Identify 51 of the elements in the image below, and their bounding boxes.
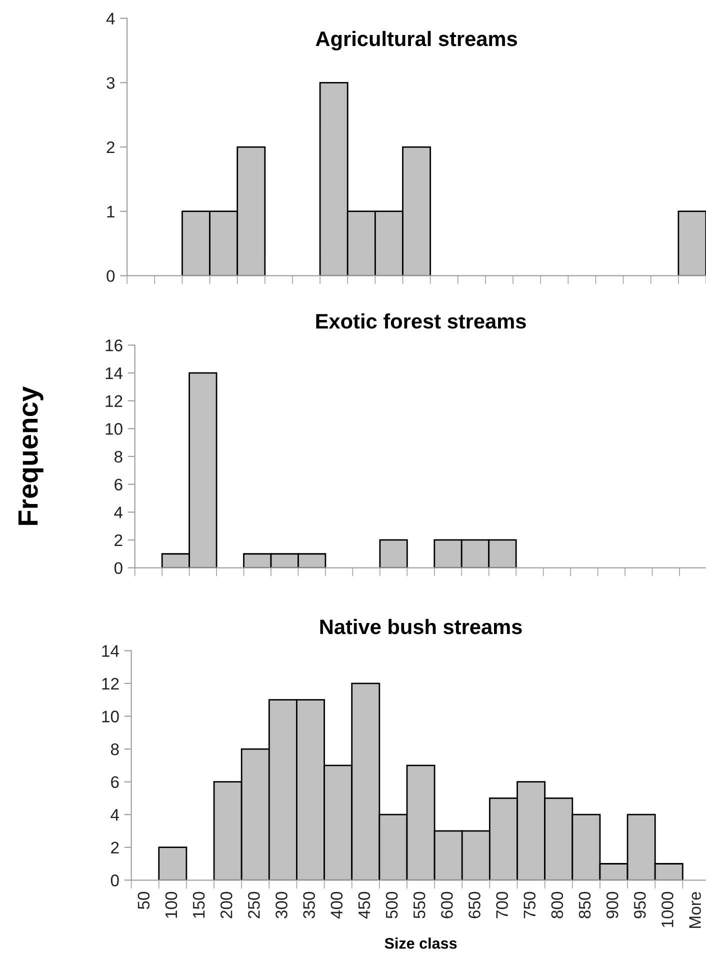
chart-title: Exotic forest streams <box>316 313 526 329</box>
y-tick-label: 14 <box>102 645 120 657</box>
x-tick-label: 200 <box>220 892 232 918</box>
text: Agricultural streams <box>316 30 517 50</box>
y-tick-label: 16 <box>106 340 122 352</box>
y-tick-label: 8 <box>114 450 122 463</box>
bar <box>379 539 408 568</box>
x-tick-label: 400 <box>330 892 343 919</box>
x-tick-label: 850 <box>578 892 591 918</box>
y-tick-label: 6 <box>111 776 119 788</box>
y-axis-title: Frequency <box>18 386 44 525</box>
y-tick-label: 0 <box>110 874 119 886</box>
y-tick-label: 10 <box>102 710 119 722</box>
y-tick-label: 2 <box>114 534 122 546</box>
x-tick-label: 1000 <box>662 892 674 928</box>
y-tick-label: 6 <box>114 478 122 490</box>
x-tick-label: 500 <box>386 892 398 918</box>
x-tick-label: 350 <box>303 892 315 918</box>
x-tick-label: 700 <box>496 892 508 918</box>
y-tick-label: 4 <box>114 506 123 518</box>
y-tick-label: 12 <box>106 395 122 407</box>
y-tick-label: 12 <box>102 678 119 690</box>
x-tick-label: 450 <box>358 892 370 919</box>
x-tick-label: 300 <box>276 892 288 918</box>
x-tick-label: 650 <box>468 892 480 918</box>
y-tick-label: 10 <box>106 423 122 435</box>
y-tick-label: 4 <box>110 809 120 821</box>
y-tick-label: 1 <box>107 206 114 218</box>
x-tick-label: 50 <box>138 892 150 910</box>
y-tick-label: 2 <box>111 842 119 854</box>
x-tick-label: More <box>689 892 701 928</box>
chart-title: Native bush streams <box>320 618 522 634</box>
bar <box>158 846 188 880</box>
x-tick-label: 950 <box>634 892 646 918</box>
y-tick-label: 4 <box>106 12 115 24</box>
x-tick-label: 800 <box>551 892 564 918</box>
x-tick-label: 250 <box>248 892 260 918</box>
x-axis-title: Size class <box>384 938 457 949</box>
y-tick-label: 0 <box>114 562 122 574</box>
y-tick-label: 2 <box>106 141 114 154</box>
x-tick-label: 750 <box>524 892 536 918</box>
bar <box>678 210 706 276</box>
y-tick-label: 8 <box>110 743 119 756</box>
x-tick-label: 550 <box>413 892 426 918</box>
x-tick-label: 150 <box>192 892 205 918</box>
y-tick-label: 14 <box>106 368 123 379</box>
x-tick-label: 100 <box>165 892 178 918</box>
x-tick-label: 900 <box>606 892 618 918</box>
y-tick-label: 3 <box>106 77 115 89</box>
y-tick-label: 0 <box>106 270 115 282</box>
x-tick-label: 600 <box>441 892 453 918</box>
